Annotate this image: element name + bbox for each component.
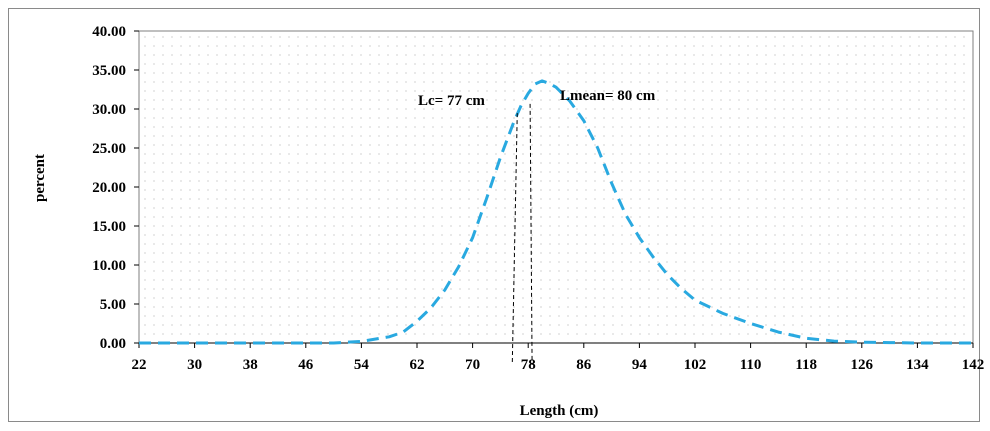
x-tick-label: 30 (187, 357, 202, 373)
lc-label: Lc= 77 cm (418, 93, 485, 109)
lmean-marker-line (529, 103, 533, 366)
x-tick-label: 134 (906, 357, 929, 373)
x-tick-label: 118 (795, 357, 817, 373)
y-tick-label: 15.00 (92, 219, 126, 235)
y-tick-label: 35.00 (92, 63, 126, 79)
x-axis: 22 30 38 46 54 62 70 78 86 94 102 110 118 126 134 142 (132, 342, 985, 373)
y-axis-title: percent (32, 154, 48, 202)
lmean-label: Lmean= 80 cm (560, 88, 656, 104)
x-tick-label: 110 (740, 357, 762, 373)
x-tick-label: 94 (632, 357, 648, 373)
annotations: Lc= 77 cm Lmean= 80 cm (418, 88, 656, 366)
y-tick-label: 5.00 (100, 297, 126, 313)
y-tick-label: 40.00 (92, 24, 126, 40)
x-tick-label: 54 (354, 357, 370, 373)
x-tick-label: 126 (851, 357, 874, 373)
plot-area (138, 30, 974, 344)
x-tick-label: 86 (576, 357, 592, 373)
x-tick-label: 78 (521, 357, 536, 373)
x-tick-label: 142 (962, 357, 985, 373)
x-tick-label: 102 (684, 357, 707, 373)
x-tick-label: 46 (298, 357, 314, 373)
y-tick-label: 20.00 (92, 180, 126, 196)
y-tick-label: 0.00 (100, 336, 126, 352)
x-tick-label: 70 (465, 357, 480, 373)
x-axis-title: Length (cm) (520, 403, 599, 419)
y-tick-label: 10.00 (92, 258, 126, 274)
x-tick-label: 22 (132, 357, 147, 373)
y-tick-label: 30.00 (92, 102, 126, 118)
x-tick-label: 38 (243, 357, 258, 373)
x-tick-label: 62 (410, 357, 425, 373)
chart-frame (8, 8, 980, 422)
y-tick-label: 25.00 (92, 141, 126, 157)
y-axis: 0.00 5.00 10.00 15.00 20.00 25.00 30.00 35.00 40… (92, 24, 139, 352)
